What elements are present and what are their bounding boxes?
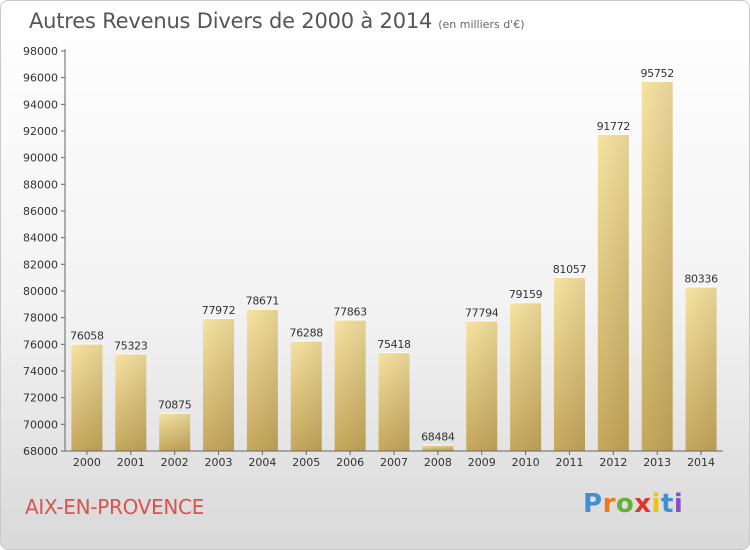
- x-tick-label: 2002: [161, 456, 189, 469]
- bar-value-label: 76058: [70, 330, 104, 343]
- bar-value-label: 78671: [246, 295, 280, 308]
- bar-shade: [115, 353, 147, 451]
- bar-value-label: 80336: [684, 273, 718, 286]
- bar-value-label: 79159: [509, 288, 543, 301]
- y-tick-label: 98000: [23, 45, 58, 58]
- bar-value-label: 70875: [158, 399, 192, 412]
- x-tick-label: 2012: [599, 456, 627, 469]
- bar-value-label: 68484: [421, 431, 455, 444]
- y-tick-label: 90000: [23, 152, 58, 165]
- bars-group: 76058 75323 70875 77972 78671 76288 77863 75418…: [70, 67, 718, 452]
- bar-value-label: 75323: [114, 339, 148, 352]
- bar-shade: [334, 319, 366, 451]
- x-tick-label: 2005: [292, 456, 320, 469]
- y-tick-label: 84000: [23, 232, 58, 245]
- x-tick-label: 2014: [687, 456, 715, 469]
- logo-letter: t: [660, 489, 674, 519]
- x-tick-label: 2013: [643, 456, 671, 469]
- x-tick-label: 2000: [73, 456, 101, 469]
- x-tick-label: 2007: [380, 456, 408, 469]
- x-tick-label: 2004: [248, 456, 276, 469]
- y-tick-label: 82000: [23, 258, 58, 271]
- bar-shade: [290, 340, 322, 451]
- bar-shade: [422, 444, 454, 451]
- x-tick-label: 2008: [424, 456, 452, 469]
- bar-value-label: 76288: [290, 326, 324, 339]
- y-tick-label: 92000: [23, 125, 58, 138]
- bar-shade: [246, 308, 278, 451]
- chart-title: Autres Revenus Divers de 2000 à 2014 (en …: [29, 9, 524, 33]
- bar-shade: [203, 318, 235, 451]
- y-tick-label: 70000: [23, 418, 58, 431]
- logo-letter: i: [651, 489, 661, 519]
- y-tick-label: 96000: [23, 72, 58, 85]
- x-tick-label: 2011: [555, 456, 583, 469]
- bar-value-label: 75418: [377, 338, 411, 351]
- logo-letter: P: [583, 489, 603, 519]
- proxiti-logo: Proxiti: [583, 489, 683, 519]
- y-tick-label: 72000: [23, 392, 58, 405]
- y-tick-label: 86000: [23, 205, 58, 218]
- logo-letter: i: [673, 489, 684, 519]
- x-tick-label: 2001: [117, 456, 145, 469]
- city-name: AIX-EN-PROVENCE: [25, 495, 205, 519]
- y-tick-label: 88000: [23, 178, 58, 191]
- logo-letter: r: [602, 489, 616, 519]
- x-axis: 2000 2001 2002 2003 2004 2005 2006 2007 2008 2009…: [65, 450, 723, 469]
- y-tick-label: 74000: [23, 365, 58, 378]
- chart-subtitle: (en milliers d'€): [438, 18, 525, 31]
- y-tick-label: 80000: [23, 285, 58, 298]
- x-tick-label: 2003: [205, 456, 233, 469]
- bar-value-label: 77794: [465, 306, 499, 319]
- x-tick-label: 2010: [512, 456, 540, 469]
- bar-shade: [71, 343, 103, 451]
- bar-shade: [685, 286, 717, 451]
- y-axis: 68000 70000 72000 74000 76000 78000 80000 82000…: [23, 45, 66, 458]
- bar-shade: [597, 134, 629, 452]
- x-tick-label: 2009: [468, 456, 496, 469]
- bar-value-label: 77972: [202, 304, 236, 317]
- logo-letter: x: [634, 489, 652, 519]
- bar-shade: [378, 352, 410, 451]
- bar-value-label: 81057: [553, 263, 587, 276]
- y-tick-label: 68000: [23, 445, 58, 458]
- y-tick-label: 76000: [23, 338, 58, 351]
- bar-shade: [159, 412, 191, 451]
- bar-value-label: 95752: [640, 67, 674, 80]
- chart-title-text: Autres Revenus Divers de 2000 à 2014: [29, 9, 433, 33]
- bar-value-label: 77863: [333, 305, 367, 318]
- bar-shade: [553, 276, 585, 451]
- bar-shade: [641, 80, 673, 452]
- bar-shade: [466, 320, 498, 451]
- bar-shade: [510, 302, 542, 451]
- logo-letter: o: [615, 489, 635, 519]
- x-tick-label: 2006: [336, 456, 364, 469]
- y-tick-label: 94000: [23, 98, 58, 111]
- y-tick-label: 78000: [23, 312, 58, 325]
- bar-value-label: 91772: [597, 120, 631, 133]
